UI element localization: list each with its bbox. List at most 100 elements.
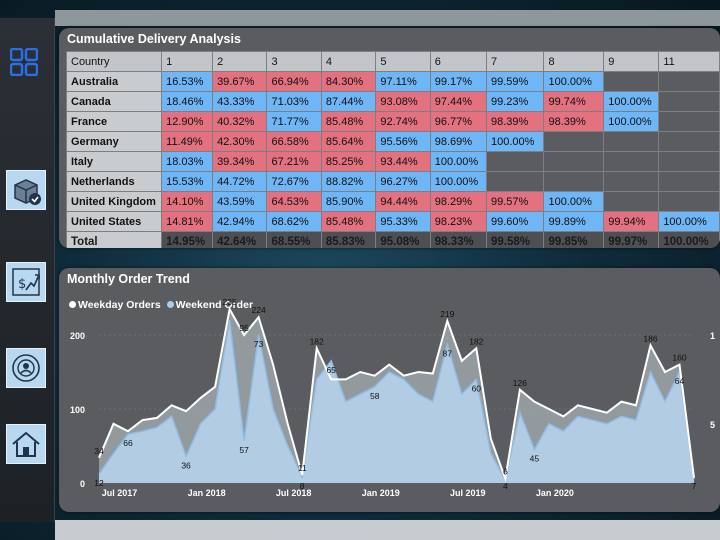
legend-weekday: Weekday Orders — [78, 299, 161, 311]
table-cell: 94.44% — [375, 191, 431, 212]
table-cell: 100.00% — [658, 211, 720, 232]
total-cell: 99.97% — [603, 231, 660, 248]
order-trend-panel: Monthly Order Trend Weekday Orders Weeke… — [59, 268, 720, 512]
table-cell: 68.62% — [266, 211, 322, 232]
table-cell: 14.10% — [161, 191, 214, 212]
data-label: 11 — [298, 463, 307, 473]
total-cell: 100.00% — [658, 231, 720, 248]
table-row: Canada 18.46% 43.33% 71.03% 87.44% 93.08% 97.4… — [65, 91, 720, 112]
column-header-country: Country — [65, 51, 163, 72]
column-header: 7 — [486, 51, 545, 72]
grid-icon[interactable] — [9, 47, 39, 77]
weekend-line — [98, 320, 695, 483]
data-label: 219 — [440, 309, 454, 319]
table-cell: 100.00% — [486, 131, 545, 152]
column-header: 8 — [543, 51, 605, 72]
table-cell: 99.57% — [486, 191, 545, 212]
row-country: United Kingdom — [65, 191, 163, 212]
total-cell: 98.33% — [429, 231, 488, 248]
table-row: United States 14.81% 42.94% 68.62% 85.48% 95.… — [65, 211, 720, 232]
chart-legend: Weekday Orders Weekend Order — [69, 299, 253, 311]
table-cell: 18.03% — [161, 151, 214, 172]
y-right-tick-label: 5 — [710, 420, 715, 430]
table-cell: 99.94% — [603, 211, 660, 232]
column-header: 4 — [320, 51, 377, 72]
delivery-matrix: Country 1 2 3 4 5 6 7 8 9 11 Australia 16.53% 39.67% 6… — [65, 51, 720, 248]
home-icon[interactable] — [6, 424, 46, 464]
table-cell: 39.34% — [212, 151, 268, 172]
row-country: Italy — [65, 151, 163, 172]
column-header: 3 — [266, 51, 322, 72]
row-country: France — [65, 111, 163, 132]
table-row: Germany 11.49% 42.30% 66.58% 85.64% 95.56% 98.… — [65, 131, 720, 152]
row-country: Germany — [65, 131, 163, 152]
sales-growth-icon[interactable]: $ — [6, 262, 46, 302]
table-cell: 85.64% — [320, 131, 377, 152]
customer-target-icon[interactable] — [6, 348, 46, 388]
table-cell: 87.44% — [320, 91, 377, 112]
y-tick-label: 200 — [70, 331, 85, 341]
data-label: 4 — [503, 481, 508, 491]
table-cell: 85.25% — [320, 151, 377, 172]
table-cell — [603, 191, 660, 212]
total-cell: 85.83% — [320, 231, 377, 248]
data-label: 235 — [223, 297, 237, 307]
table-cell: 67.21% — [266, 151, 322, 172]
data-label: 45 — [530, 454, 540, 464]
table-cell: 43.59% — [212, 191, 268, 212]
data-label: 34 — [94, 446, 104, 456]
data-label: 57 — [239, 445, 249, 455]
data-label: 182 — [469, 336, 483, 346]
legend-dot-weekday — [69, 301, 76, 308]
data-label: 6 — [503, 467, 508, 477]
data-label: 126 — [513, 378, 527, 388]
x-tick-label: Jul 2018 — [276, 488, 312, 498]
table-cell — [658, 131, 720, 152]
table-cell: 99.74% — [543, 91, 605, 112]
data-label: 8 — [300, 481, 305, 491]
x-tick-label: Jul 2019 — [450, 488, 486, 498]
table-cell — [486, 151, 545, 172]
data-label: 36 — [181, 460, 191, 470]
table-cell: 72.67% — [266, 171, 322, 192]
x-tick-label: Jan 2018 — [188, 488, 226, 498]
table-cell: 93.44% — [375, 151, 431, 172]
table-cell: 66.58% — [266, 131, 322, 152]
data-label: 66 — [123, 438, 133, 448]
table-cell: 16.53% — [161, 71, 214, 92]
table-cell — [486, 171, 545, 192]
table-cell: 96.27% — [375, 171, 431, 192]
row-country: Netherlands — [65, 171, 163, 192]
table-cell: 100.00% — [603, 91, 660, 112]
table-cell: 98.69% — [429, 131, 488, 152]
table-cell: 97.44% — [429, 91, 488, 112]
table-cell — [658, 171, 720, 192]
table-cell — [658, 91, 720, 112]
data-label: 224 — [252, 305, 266, 315]
table-cell: 42.94% — [212, 211, 268, 232]
table-cell — [603, 151, 660, 172]
data-label: 182 — [310, 336, 324, 346]
table-cell: 84.30% — [320, 71, 377, 92]
table-cell: 98.29% — [429, 191, 488, 212]
table-cell: 99.23% — [486, 91, 545, 112]
table-cell: 15.53% — [161, 171, 214, 192]
table-row: France 12.90% 40.32% 71.77% 85.48% 92.74% 96.7… — [65, 111, 720, 132]
total-cell: 42.64% — [212, 231, 268, 248]
table-cell — [543, 131, 605, 152]
delivery-box-icon[interactable] — [6, 170, 46, 210]
total-cell: 99.85% — [543, 231, 605, 248]
table-cell: 14.81% — [161, 211, 214, 232]
column-header: 9 — [603, 51, 660, 72]
total-cell: 14.95% — [161, 231, 214, 248]
table-cell — [543, 151, 605, 172]
table-cell: 85.90% — [320, 191, 377, 212]
table-row: Italy 18.03% 39.34% 67.21% 85.25% 93.44% 100.0… — [65, 151, 720, 172]
table-cell: 100.00% — [429, 151, 488, 172]
table-cell: 99.60% — [486, 211, 545, 232]
table-cell: 95.56% — [375, 131, 431, 152]
table-cell: 44.72% — [212, 171, 268, 192]
table-cell: 98.39% — [486, 111, 545, 132]
table-cell: 85.48% — [320, 111, 377, 132]
